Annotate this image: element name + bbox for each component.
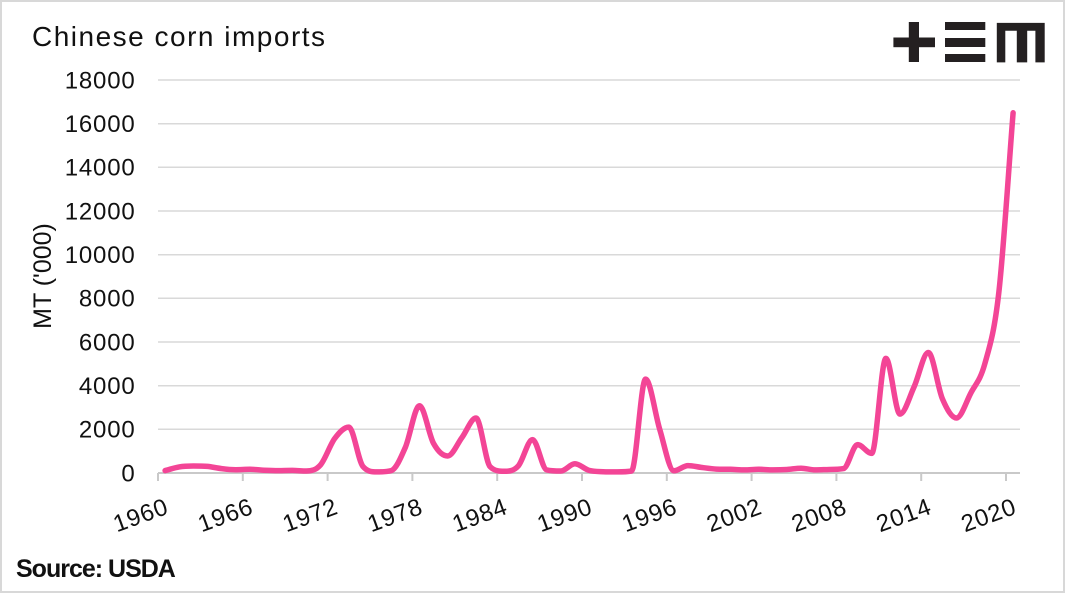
svg-text:12000: 12000 [65,198,136,225]
svg-text:2014: 2014 [873,493,935,538]
svg-text:1978: 1978 [364,493,426,538]
svg-text:1966: 1966 [194,493,256,538]
svg-text:4000: 4000 [79,373,136,400]
svg-text:6000: 6000 [79,329,136,356]
svg-text:10000: 10000 [65,242,136,269]
svg-text:2020: 2020 [958,493,1020,538]
svg-text:1960: 1960 [110,493,172,538]
svg-text:1990: 1990 [534,493,596,538]
svg-text:14000: 14000 [65,155,136,182]
svg-text:8000: 8000 [79,286,136,313]
svg-text:2002: 2002 [703,493,765,538]
svg-text:1996: 1996 [618,493,680,538]
svg-text:Source: USDA: Source: USDA [16,555,176,583]
svg-text:18000: 18000 [65,67,136,94]
svg-text:MT ('000): MT ('000) [29,223,57,329]
svg-text:2000: 2000 [79,417,136,444]
svg-text:2008: 2008 [788,493,850,538]
svg-text:1972: 1972 [279,493,341,538]
svg-text:16000: 16000 [65,111,136,138]
svg-text:Chinese corn imports: Chinese corn imports [32,21,327,52]
svg-text:1984: 1984 [449,493,511,538]
svg-text:0: 0 [121,460,135,487]
